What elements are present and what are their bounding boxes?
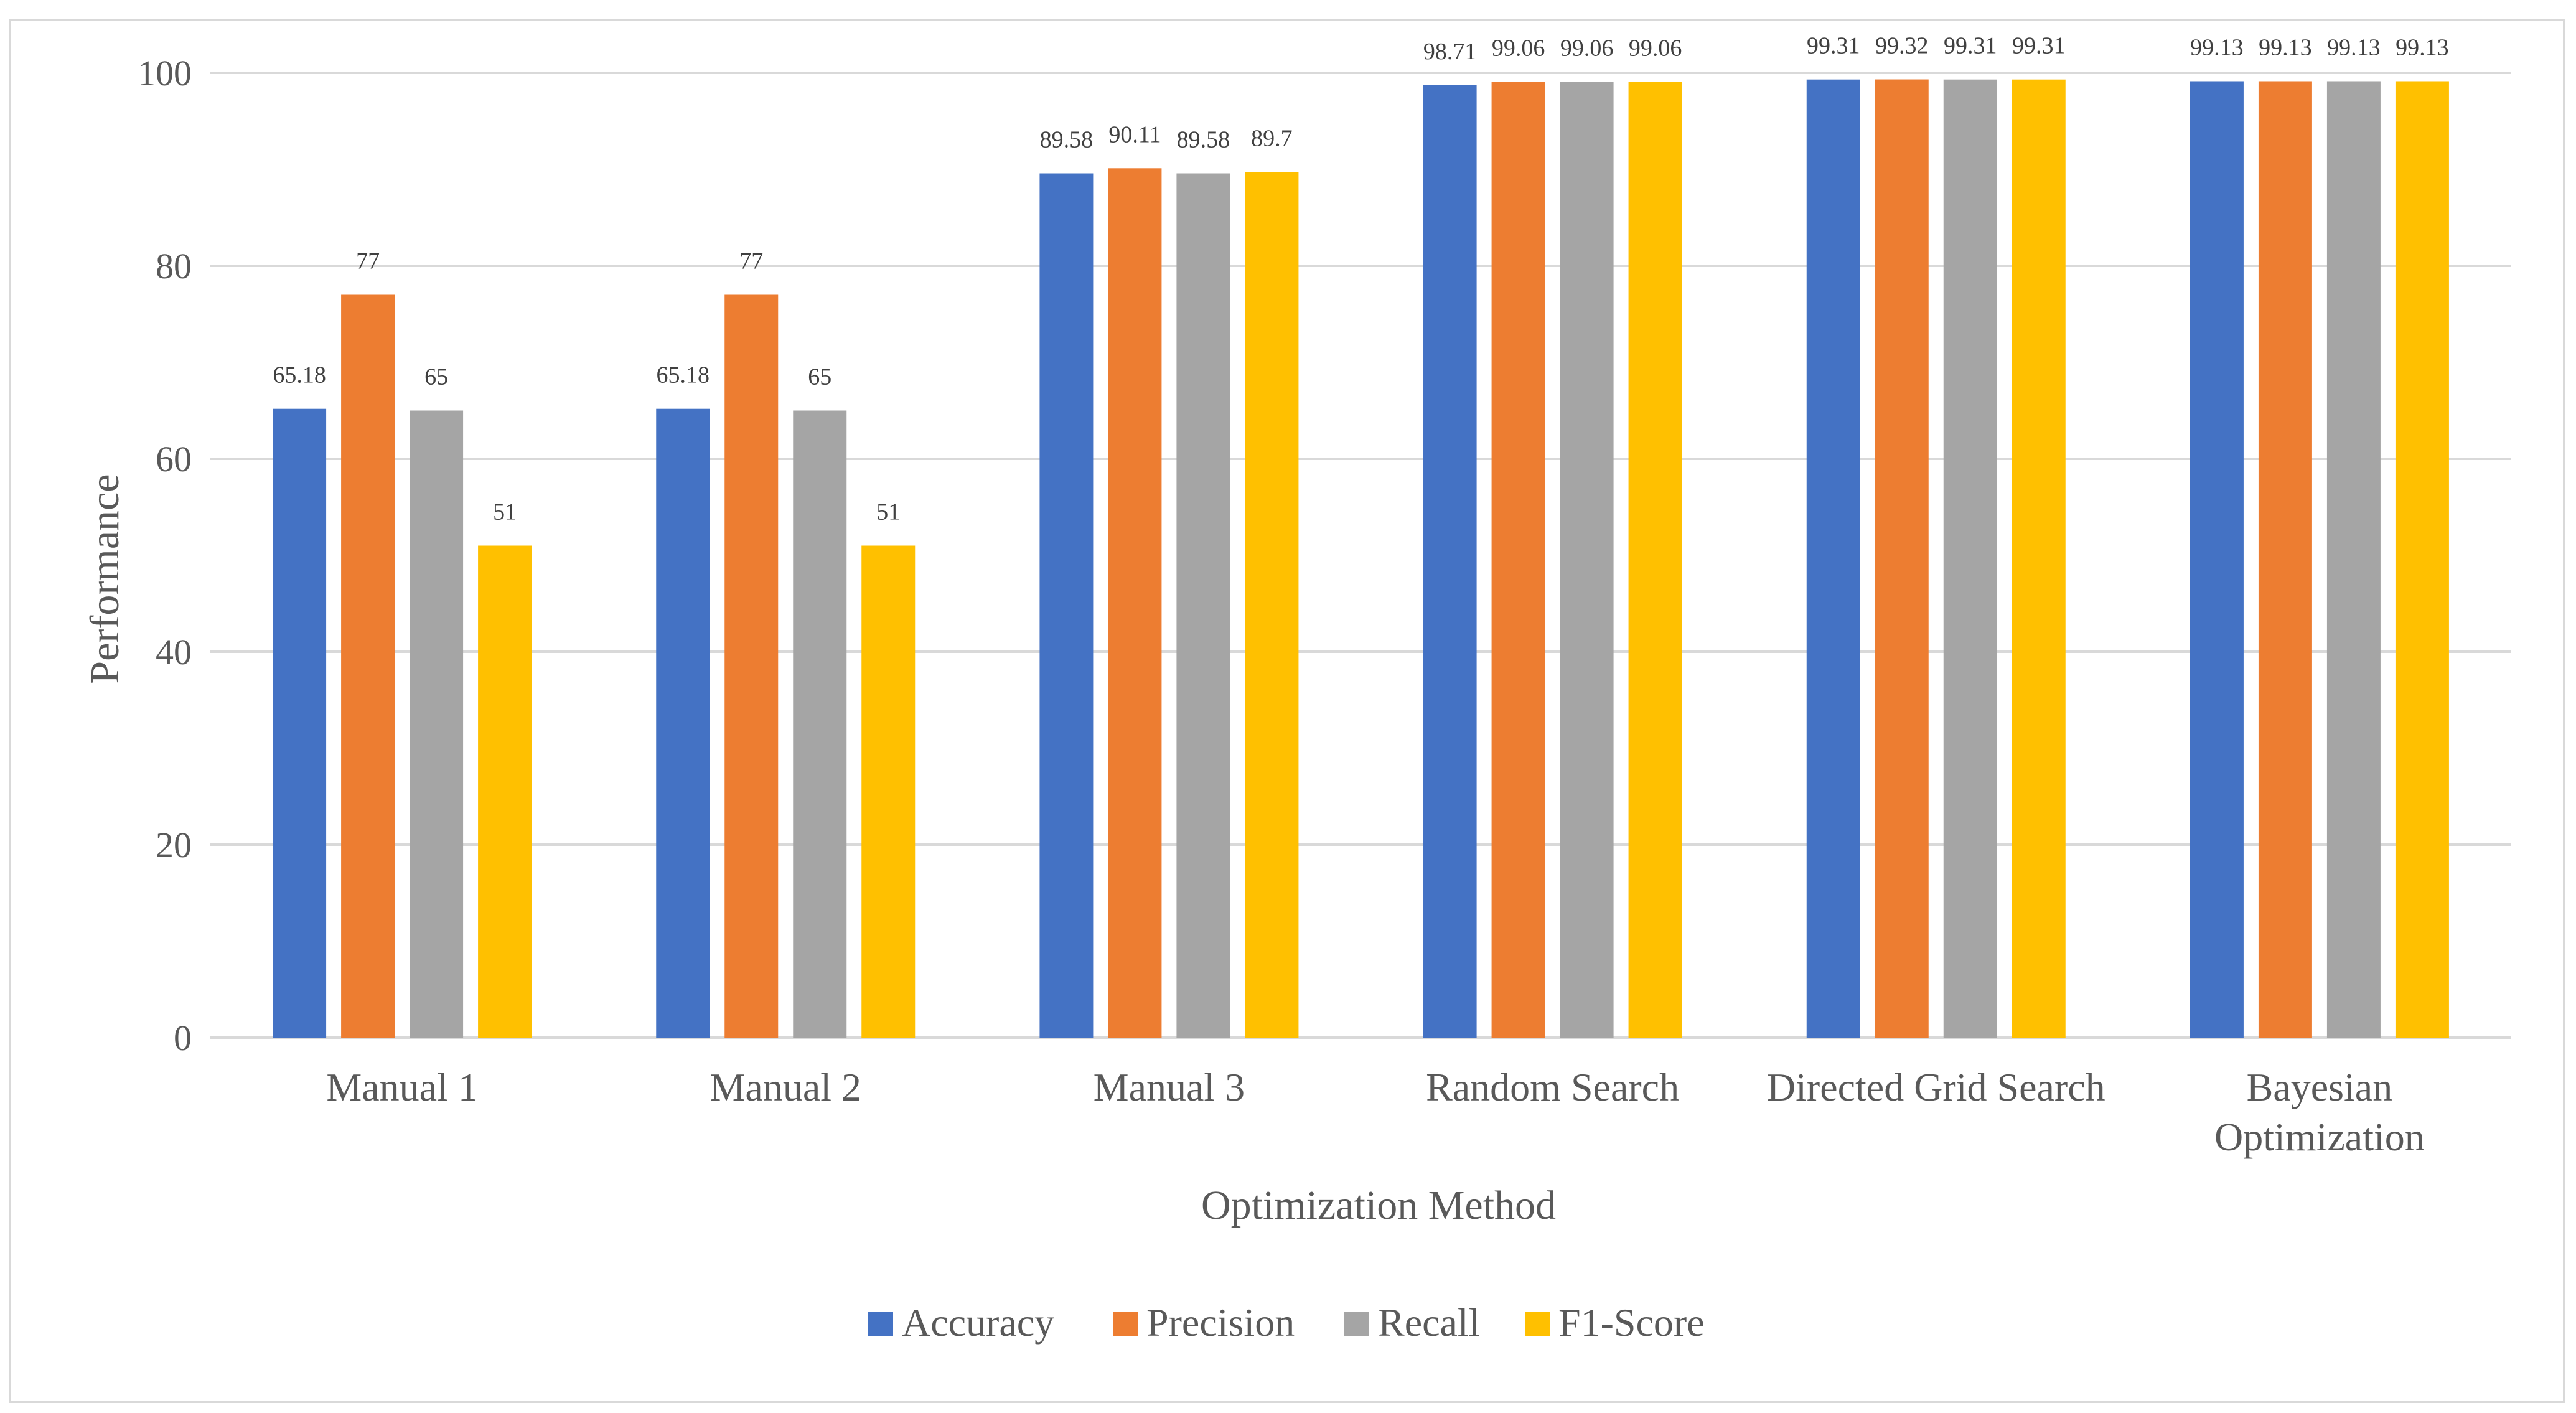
data-label: 99.13 <box>2327 34 2381 60</box>
bar-recall-2 <box>793 410 847 1038</box>
bar-accuracy-1 <box>273 408 327 1038</box>
bar-f1-score-2 <box>861 545 916 1038</box>
data-label: 99.32 <box>1875 33 1929 59</box>
x-axis-title: Optimization Method <box>1201 1183 1556 1228</box>
bars <box>273 79 2449 1038</box>
y-tick-label: 100 <box>138 53 192 93</box>
data-label: 77 <box>739 248 763 275</box>
bar-precision-2 <box>724 294 779 1038</box>
legend-swatch-precision <box>1113 1312 1138 1336</box>
data-label: 99.31 <box>1807 33 1860 59</box>
bar-precision-5 <box>1875 79 1929 1038</box>
data-label: 89.7 <box>1251 126 1293 152</box>
legend-label: Recall <box>1378 1300 1479 1345</box>
x-category-label: Random Search <box>1426 1065 1679 1109</box>
y-tick-label: 80 <box>156 246 192 286</box>
gridlines <box>210 72 2511 1039</box>
y-tick-label: 20 <box>156 825 192 865</box>
legend-label: Accuracy <box>902 1300 1054 1345</box>
bar-accuracy-5 <box>1806 79 1860 1038</box>
y-axis-title: Performance <box>82 474 128 683</box>
bar-accuracy-6 <box>2190 81 2244 1038</box>
data-label: 99.06 <box>1629 35 1682 62</box>
y-tick-label: 60 <box>156 439 192 479</box>
legend: Accuracy Precision Recall F1-Score <box>868 1300 1705 1345</box>
data-label: 65.18 <box>657 362 710 388</box>
data-label: 99.06 <box>1560 35 1614 62</box>
x-category-label: Directed Grid Search <box>1767 1065 2105 1109</box>
data-label: 65 <box>808 364 831 390</box>
data-label: 99.13 <box>2396 34 2449 60</box>
bar-f1-score-6 <box>2395 81 2449 1038</box>
data-label: 77 <box>356 248 380 275</box>
bar-recall-1 <box>410 410 464 1038</box>
data-label: 99.31 <box>2012 33 2066 59</box>
bar-accuracy-4 <box>1423 85 1477 1038</box>
bar-f1-score-5 <box>2012 79 2066 1038</box>
data-label: 89.58 <box>1177 127 1230 153</box>
y-tick-label: 40 <box>156 632 192 672</box>
x-category-label: Optimization <box>2214 1115 2425 1159</box>
bar-precision-6 <box>2258 81 2312 1038</box>
bar-f1-score-4 <box>1628 82 1682 1038</box>
data-label: 51 <box>876 499 900 525</box>
bar-precision-1 <box>341 294 395 1038</box>
x-category-label: Manual 3 <box>1094 1065 1245 1109</box>
bar-precision-4 <box>1491 82 1545 1038</box>
data-label: 90.11 <box>1108 121 1161 148</box>
bar-f1-score-1 <box>478 545 532 1038</box>
data-label: 51 <box>493 499 517 525</box>
data-label: 99.06 <box>1492 35 1545 62</box>
legend-label: Precision <box>1146 1300 1295 1345</box>
legend-swatch-accuracy <box>868 1312 893 1336</box>
y-axis-ticks: 0 20 40 60 80 100 <box>138 53 192 1058</box>
data-labels: 65.18 65.18 89.58 98.71 99.31 99.13 77 77 90.11 9… <box>273 33 2448 525</box>
data-label: 65.18 <box>273 362 326 388</box>
legend-swatch-recall <box>1344 1312 1369 1336</box>
legend-swatch-f1-score <box>1525 1312 1550 1336</box>
legend-label: F1-Score <box>1558 1300 1705 1345</box>
data-label: 89.58 <box>1040 127 1094 153</box>
x-axis-categories: Manual 1 Manual 2 Manual 3 Random Search Dir… <box>326 1065 2424 1159</box>
y-tick-label: 0 <box>174 1018 192 1058</box>
x-category-label: Bayesian <box>2247 1065 2393 1109</box>
data-label: 99.31 <box>1944 33 1997 59</box>
data-label: 99.13 <box>2259 34 2312 60</box>
data-label: 98.71 <box>1423 39 1477 65</box>
bar-accuracy-2 <box>656 408 710 1038</box>
bar-f1-score-3 <box>1245 172 1299 1038</box>
bar-accuracy-3 <box>1039 173 1094 1038</box>
x-category-label: Manual 2 <box>710 1065 862 1109</box>
x-category-label: Manual 1 <box>326 1065 478 1109</box>
bar-precision-3 <box>1108 168 1162 1038</box>
data-label: 65 <box>424 364 448 390</box>
bar-recall-4 <box>1560 82 1614 1038</box>
bar-recall-3 <box>1176 173 1230 1038</box>
data-label: 99.13 <box>2190 34 2244 60</box>
bar-recall-5 <box>1943 79 1997 1038</box>
bar-recall-6 <box>2326 81 2381 1038</box>
